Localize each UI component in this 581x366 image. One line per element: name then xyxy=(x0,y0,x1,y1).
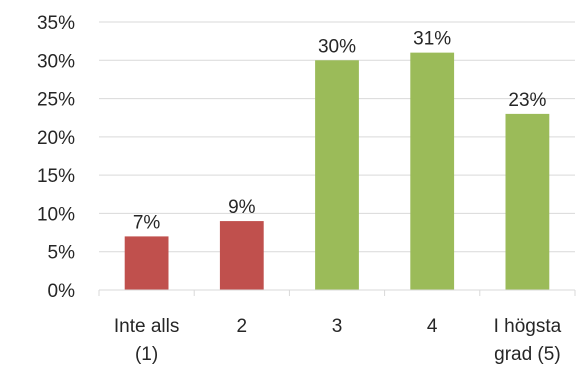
category-label: 2 xyxy=(237,316,248,337)
y-tick-label: 20% xyxy=(37,128,75,149)
data-label: 31% xyxy=(413,29,451,50)
data-label: 7% xyxy=(133,212,161,233)
x-axis-category-labels: Inte alls (1) 2 3 4 I högsta grad (5) xyxy=(114,316,562,365)
bar xyxy=(315,60,359,291)
data-labels: 7% 9% 30% 31% 23% xyxy=(133,29,547,234)
bar xyxy=(410,52,455,290)
y-tick-label: 35% xyxy=(37,13,75,34)
y-axis-tick-labels: 0% 5% 10% 15% 20% 25% 30% 35% xyxy=(37,13,75,302)
y-tick-label: 0% xyxy=(48,281,76,302)
bar xyxy=(505,113,550,290)
category-label: I högsta xyxy=(494,316,562,337)
y-tick-label: 25% xyxy=(37,90,75,111)
category-label: (1) xyxy=(135,344,158,365)
category-label: grad (5) xyxy=(494,344,561,365)
y-tick-label: 5% xyxy=(48,243,76,264)
data-label: 9% xyxy=(228,197,256,218)
y-tick-label: 30% xyxy=(37,51,75,72)
data-label: 30% xyxy=(318,36,356,57)
bars xyxy=(124,52,550,291)
category-label: Inte alls xyxy=(114,316,179,337)
y-tick-label: 10% xyxy=(37,204,75,225)
y-tick-label: 15% xyxy=(37,166,75,187)
bar xyxy=(124,236,169,290)
category-label: 4 xyxy=(427,316,438,337)
bar xyxy=(219,221,264,290)
data-label: 23% xyxy=(508,90,546,111)
x-axis xyxy=(98,289,576,296)
category-label: 3 xyxy=(332,316,343,337)
